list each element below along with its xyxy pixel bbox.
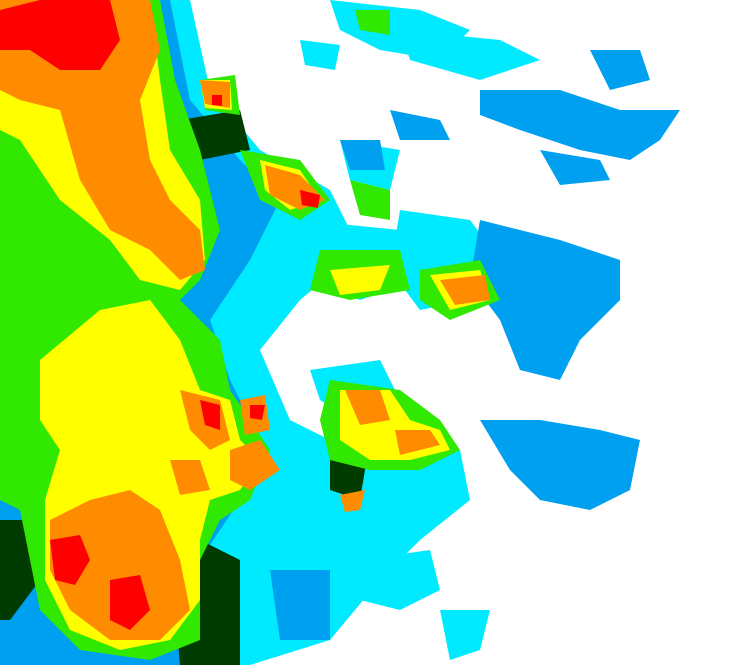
echo-region-orange: [230, 440, 280, 490]
echo-region-light-cyan: [400, 30, 540, 80]
echo-region-blue: [340, 140, 385, 170]
echo-region-orange: [0, 0, 205, 280]
echo-region-blue: [480, 420, 640, 510]
echo-region-red: [300, 190, 320, 208]
echo-region-red: [50, 535, 90, 585]
echo-region-orange: [340, 490, 365, 512]
echo-region-blue: [390, 110, 450, 140]
echo-region-orange: [345, 390, 390, 425]
echo-region-blue: [480, 90, 680, 160]
echo-red: [0, 0, 320, 630]
echo-region-green: [355, 10, 390, 35]
echo-region-red: [200, 400, 220, 430]
echo-region-red: [110, 575, 150, 630]
echo-region-yellow: [330, 265, 390, 295]
echo-region-blue: [540, 150, 610, 185]
echo-region-blue: [270, 570, 330, 640]
echo-region-blue: [590, 50, 650, 90]
echo-region-blue: [470, 220, 620, 380]
echo-region-light-cyan: [440, 610, 490, 660]
echo-region-green: [350, 180, 390, 220]
echo-region-orange: [200, 80, 230, 108]
echo-region-light-cyan: [300, 40, 340, 70]
echo-region-orange: [50, 490, 190, 640]
echo-region-red: [212, 95, 222, 106]
echo-region-light-cyan: [360, 550, 440, 610]
echo-region-orange: [440, 275, 490, 305]
echo-region-red: [0, 0, 120, 70]
echo-region-orange: [170, 460, 210, 495]
echo-region-orange: [395, 430, 440, 455]
echo-region-red: [250, 405, 265, 420]
